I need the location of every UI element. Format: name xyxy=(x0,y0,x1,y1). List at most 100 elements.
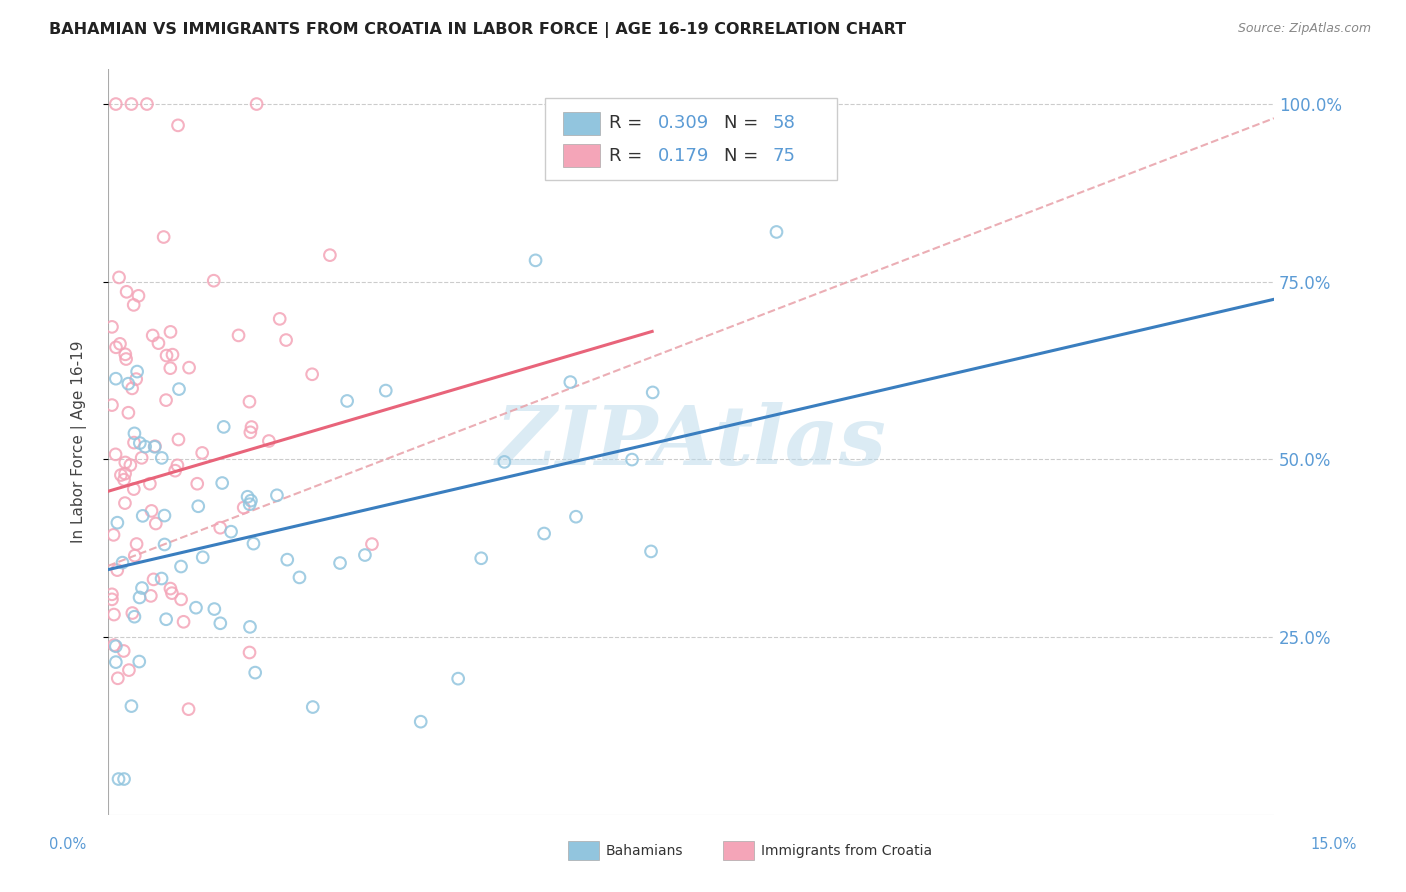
Text: ZIPAtlas: ZIPAtlas xyxy=(495,401,886,482)
Point xyxy=(101,592,124,607)
Point xyxy=(155,612,177,626)
Point xyxy=(269,311,291,326)
Point xyxy=(170,592,193,607)
Point xyxy=(470,551,492,566)
Point xyxy=(177,702,200,716)
Point xyxy=(533,526,555,541)
Point xyxy=(136,97,159,112)
Point xyxy=(105,340,128,354)
Text: BAHAMIAN VS IMMIGRANTS FROM CROATIA IN LABOR FORCE | AGE 16-19 CORRELATION CHART: BAHAMIAN VS IMMIGRANTS FROM CROATIA IN L… xyxy=(49,22,907,38)
Point xyxy=(565,509,588,524)
Point xyxy=(103,528,125,542)
Point xyxy=(104,639,127,653)
Point xyxy=(173,615,195,629)
Point xyxy=(107,772,129,786)
Point xyxy=(150,572,173,586)
Point xyxy=(166,458,188,473)
Point xyxy=(141,504,163,518)
Point xyxy=(104,97,127,112)
Point xyxy=(246,97,269,112)
Point xyxy=(127,289,149,303)
Point xyxy=(128,591,150,605)
Point xyxy=(111,556,134,570)
Point xyxy=(148,336,170,351)
Point xyxy=(125,372,148,386)
Point xyxy=(122,482,145,496)
Y-axis label: In Labor Force | Age 16-19: In Labor Force | Age 16-19 xyxy=(72,340,87,543)
Point xyxy=(212,420,235,434)
Point xyxy=(124,426,146,441)
Point xyxy=(104,447,127,461)
Text: 0.0%: 0.0% xyxy=(49,838,86,852)
Point xyxy=(640,544,662,558)
Point xyxy=(124,549,146,563)
Point xyxy=(159,325,181,339)
Point xyxy=(125,537,148,551)
Point xyxy=(103,607,125,622)
Point xyxy=(153,508,176,523)
Point xyxy=(494,455,516,469)
Point xyxy=(239,620,262,634)
Text: Source: ZipAtlas.com: Source: ZipAtlas.com xyxy=(1237,22,1371,36)
Text: 58: 58 xyxy=(773,114,796,132)
Point xyxy=(114,347,136,361)
Point xyxy=(301,368,323,382)
Point xyxy=(336,394,359,409)
Point xyxy=(209,521,232,535)
Text: 0.309: 0.309 xyxy=(658,114,710,132)
Point xyxy=(409,714,432,729)
Point xyxy=(167,433,190,447)
Point xyxy=(153,537,176,551)
Point xyxy=(104,372,127,386)
Point xyxy=(139,476,162,491)
Point xyxy=(114,455,136,469)
Point xyxy=(186,476,208,491)
Text: N =: N = xyxy=(724,114,763,132)
Point xyxy=(101,398,124,412)
Point xyxy=(101,587,124,601)
Point xyxy=(228,328,250,343)
Point xyxy=(131,581,153,595)
Point xyxy=(121,606,143,620)
Point xyxy=(101,319,124,334)
Text: R =: R = xyxy=(609,147,654,165)
Point xyxy=(150,450,173,465)
FancyBboxPatch shape xyxy=(723,841,754,860)
Text: Immigrants from Croatia: Immigrants from Croatia xyxy=(761,844,932,858)
Point xyxy=(142,328,165,343)
Point xyxy=(257,434,280,448)
Point xyxy=(239,493,262,508)
Point xyxy=(134,440,156,454)
Point xyxy=(202,274,225,288)
Point xyxy=(170,559,193,574)
Text: N =: N = xyxy=(724,147,763,165)
Point xyxy=(143,439,166,453)
Point xyxy=(121,381,143,395)
Point xyxy=(239,425,262,440)
Point xyxy=(128,436,150,450)
Point xyxy=(209,616,232,631)
Point xyxy=(240,420,263,434)
Point xyxy=(108,336,131,351)
FancyBboxPatch shape xyxy=(546,98,837,180)
Point xyxy=(115,285,138,299)
Point xyxy=(187,500,209,514)
Point xyxy=(162,348,184,362)
Point xyxy=(112,644,135,658)
Point xyxy=(238,394,260,409)
Point xyxy=(374,384,396,398)
FancyBboxPatch shape xyxy=(562,112,600,135)
FancyBboxPatch shape xyxy=(568,841,599,860)
Point xyxy=(266,488,288,502)
Point xyxy=(105,563,128,577)
Point xyxy=(167,119,190,133)
Text: 0.179: 0.179 xyxy=(658,147,710,165)
Point xyxy=(524,253,547,268)
Point xyxy=(118,663,141,677)
Point xyxy=(159,361,181,376)
Point xyxy=(238,645,260,659)
Text: R =: R = xyxy=(609,114,648,132)
Point xyxy=(329,556,352,570)
Point xyxy=(122,435,145,450)
Text: 15.0%: 15.0% xyxy=(1310,838,1357,852)
